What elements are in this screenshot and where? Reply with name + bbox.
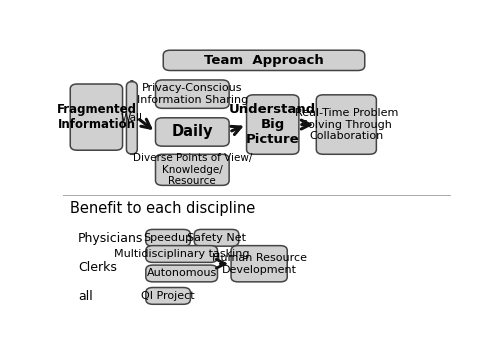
Text: Speedup: Speedup [144,233,192,243]
Text: Autonomous: Autonomous [146,269,217,278]
Text: Benefit to each discipline: Benefit to each discipline [70,201,256,216]
FancyBboxPatch shape [316,95,376,154]
FancyBboxPatch shape [70,84,122,150]
FancyBboxPatch shape [146,246,218,263]
Text: Team  Approach: Team Approach [204,54,324,67]
FancyBboxPatch shape [146,230,190,246]
FancyBboxPatch shape [194,230,239,246]
Text: Privacy-Conscious
Information Sharing: Privacy-Conscious Information Sharing [136,83,248,105]
FancyBboxPatch shape [126,81,138,154]
Text: all: all [78,290,93,303]
Text: Daily: Daily [172,125,213,139]
FancyBboxPatch shape [163,50,365,71]
FancyBboxPatch shape [231,246,287,282]
Text: Human Resource
Development: Human Resource Development [212,253,306,274]
Text: Multidisciplinary tasking: Multidisciplinary tasking [114,249,250,259]
FancyBboxPatch shape [156,118,229,146]
Text: Understand
Big
Picture: Understand Big Picture [229,103,316,146]
Text: Clerks: Clerks [78,261,117,274]
Text: Wall: Wall [121,113,143,123]
Text: Physicians: Physicians [78,232,144,245]
Text: Real-Time Problem
Solving Through
Collaboration: Real-Time Problem Solving Through Collab… [294,108,398,141]
Text: Fragmented
Information: Fragmented Information [56,103,136,131]
FancyBboxPatch shape [246,95,299,154]
FancyBboxPatch shape [146,265,218,282]
FancyBboxPatch shape [156,154,229,185]
Text: Diverse Points of View/
Knowledge/
Resource: Diverse Points of View/ Knowledge/ Resou… [132,153,252,186]
FancyBboxPatch shape [156,80,229,108]
Text: QI Project: QI Project [142,291,195,301]
Text: Safety Net: Safety Net [187,233,246,243]
FancyBboxPatch shape [146,287,190,304]
